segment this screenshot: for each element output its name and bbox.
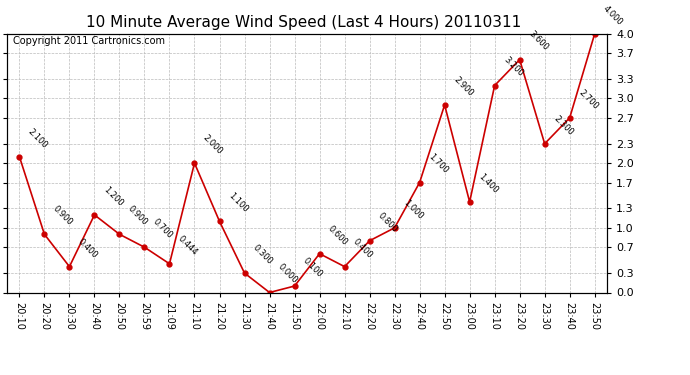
Text: 2.000: 2.000 <box>201 133 224 156</box>
Text: 1.200: 1.200 <box>101 185 124 208</box>
Text: 2.300: 2.300 <box>551 114 575 137</box>
Text: 2.700: 2.700 <box>577 88 600 111</box>
Text: 1.700: 1.700 <box>426 152 450 176</box>
Text: 0.700: 0.700 <box>151 217 175 240</box>
Text: 0.100: 0.100 <box>302 256 324 279</box>
Text: 0.800: 0.800 <box>377 211 400 234</box>
Text: 0.000: 0.000 <box>277 262 299 285</box>
Text: 0.400: 0.400 <box>77 237 99 260</box>
Text: 1.400: 1.400 <box>477 172 500 195</box>
Text: Copyright 2011 Cartronics.com: Copyright 2011 Cartronics.com <box>13 36 165 46</box>
Text: 3.200: 3.200 <box>502 56 525 78</box>
Text: 0.300: 0.300 <box>251 243 275 266</box>
Text: 1.100: 1.100 <box>226 191 250 214</box>
Text: 2.900: 2.900 <box>451 75 475 98</box>
Text: 0.444: 0.444 <box>177 234 199 257</box>
Text: 0.400: 0.400 <box>351 237 375 260</box>
Text: 10 Minute Average Wind Speed (Last 4 Hours) 20110311: 10 Minute Average Wind Speed (Last 4 Hou… <box>86 15 521 30</box>
Text: 0.600: 0.600 <box>326 224 350 247</box>
Text: 3.600: 3.600 <box>526 29 550 52</box>
Text: 1.000: 1.000 <box>402 198 424 221</box>
Text: 2.100: 2.100 <box>26 127 50 150</box>
Text: 4.000: 4.000 <box>602 4 624 27</box>
Text: 0.900: 0.900 <box>51 204 75 227</box>
Text: 0.900: 0.900 <box>126 204 150 227</box>
